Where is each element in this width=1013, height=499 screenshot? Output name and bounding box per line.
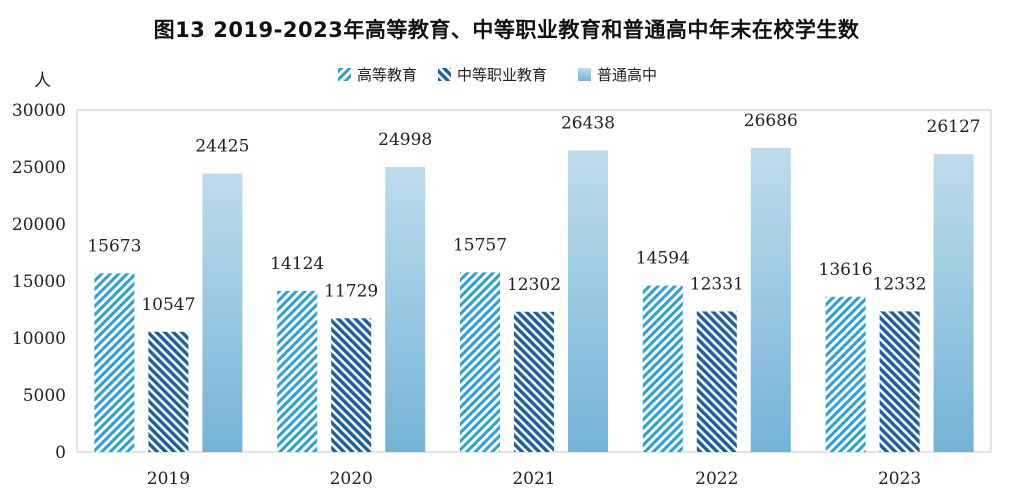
data-label: 12332	[873, 274, 927, 294]
bar-3	[933, 154, 974, 452]
legend-swatch	[578, 68, 591, 81]
data-label: 14594	[636, 249, 690, 269]
data-label: 13616	[819, 260, 873, 280]
data-label: 15757	[453, 235, 507, 255]
bar-1	[825, 296, 866, 452]
bar-2	[879, 311, 920, 452]
y-tick-label: 10000	[12, 329, 66, 349]
bar-1	[94, 273, 135, 452]
bar-2	[696, 311, 737, 452]
bars	[94, 147, 974, 452]
legend: 高等教育 中等职业教育 普通高中	[338, 66, 657, 84]
y-tick-label: 25000	[12, 158, 66, 178]
data-label: 26127	[927, 117, 981, 137]
y-axis-unit: 人	[34, 71, 51, 91]
data-label: 24998	[378, 130, 432, 150]
legend-label: 中等职业教育	[457, 66, 547, 84]
x-tick-label: 2022	[695, 469, 738, 489]
bar-1	[642, 285, 683, 452]
bar-1	[277, 290, 318, 452]
x-axis: 2019 2020 2021 2022 2023	[147, 469, 921, 489]
bar-2	[514, 311, 554, 452]
data-label: 14124	[270, 254, 324, 274]
legend-swatch	[438, 68, 451, 81]
data-label: 10547	[141, 295, 195, 315]
bar-3	[202, 173, 243, 452]
legend-label: 普通高中	[597, 66, 657, 84]
data-label: 11729	[324, 281, 378, 301]
bar-2	[148, 331, 189, 452]
y-axis: 0 5000 10000 15000 20000 25000 30000	[12, 101, 66, 463]
y-tick-label: 15000	[12, 272, 66, 292]
y-tick-label: 20000	[12, 215, 66, 235]
bar-3	[568, 150, 608, 452]
data-label: 24425	[195, 137, 249, 157]
x-tick-label: 2023	[878, 469, 921, 489]
y-tick-label: 5000	[23, 386, 66, 406]
x-tick-label: 2021	[512, 469, 555, 489]
y-tick-label: 30000	[12, 101, 66, 121]
legend-label: 高等教育	[357, 66, 417, 84]
data-label: 12302	[507, 275, 561, 295]
bar-2	[331, 318, 372, 452]
data-label: 26438	[561, 114, 615, 134]
chart-title: 图13 2019-2023年高等教育、中等职业教育和普通高中年末在校学生数	[153, 18, 860, 42]
x-tick-label: 2019	[147, 469, 190, 489]
y-tick-label: 0	[55, 443, 66, 463]
bar-1	[460, 272, 500, 452]
data-label: 12331	[690, 274, 744, 294]
data-label: 15673	[87, 236, 141, 256]
legend-swatch	[338, 68, 351, 81]
bar-3	[750, 147, 791, 452]
data-label: 26686	[744, 111, 798, 131]
bar-3	[385, 167, 426, 452]
x-tick-label: 2020	[330, 469, 373, 489]
